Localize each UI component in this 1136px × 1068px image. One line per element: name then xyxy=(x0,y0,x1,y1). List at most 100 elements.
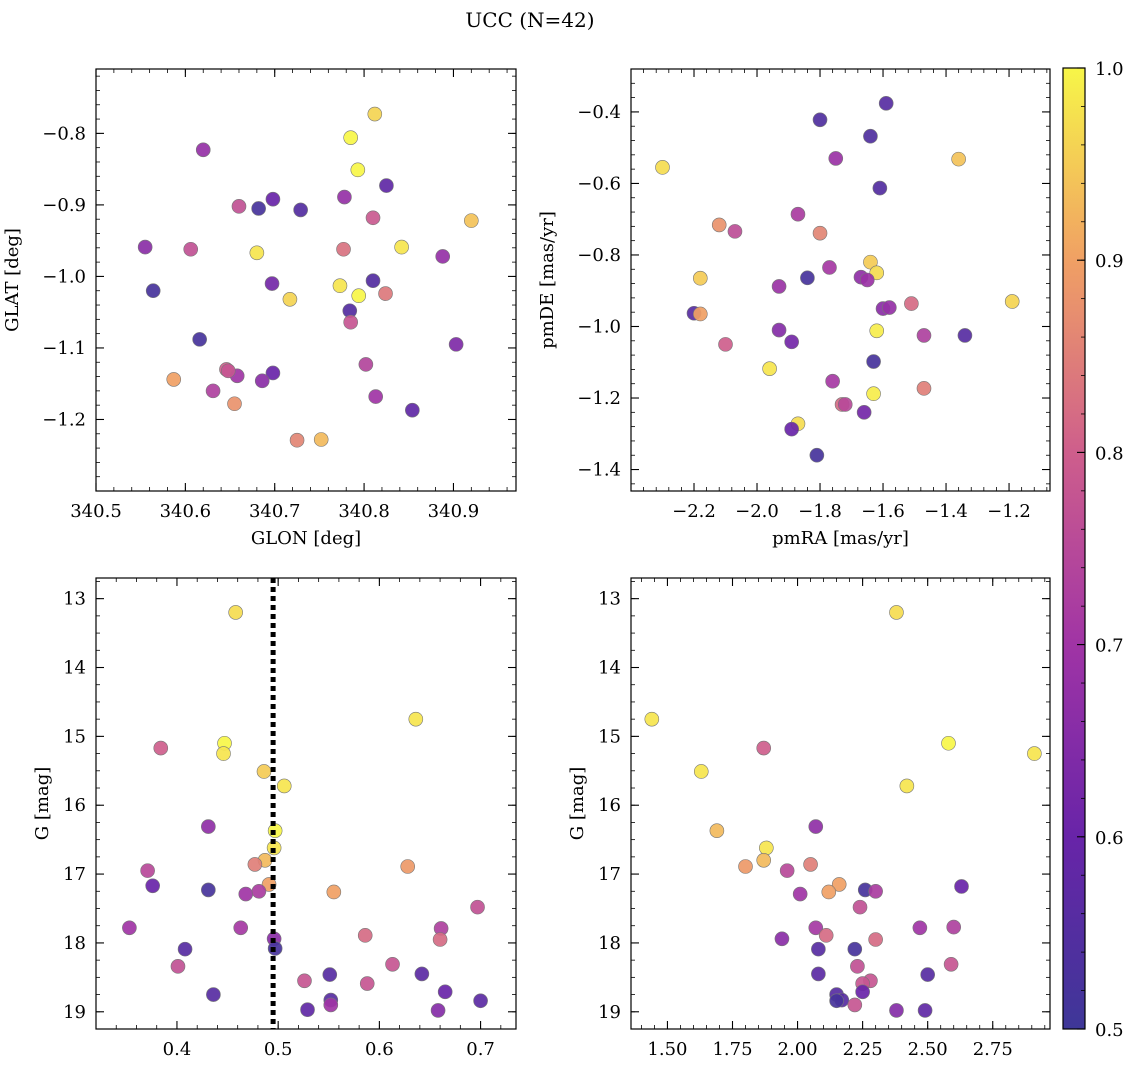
colorbar-tick-label: 0.8 xyxy=(1095,443,1124,464)
x-tick-label: 0.6 xyxy=(365,1039,394,1060)
scatter-point xyxy=(812,225,828,241)
colorbar-tick-label: 0.5 xyxy=(1095,1020,1124,1041)
scatter-point xyxy=(943,956,959,972)
scatter-point xyxy=(289,432,305,448)
scatter-point xyxy=(878,96,894,111)
scatter-point xyxy=(385,956,400,972)
scatter-point xyxy=(414,966,430,982)
x-tick-label: 0.5 xyxy=(264,1039,293,1060)
scatter-point xyxy=(855,984,870,1000)
points xyxy=(122,605,488,1018)
scatter-point xyxy=(847,997,863,1013)
y-axis-label: G [mag] xyxy=(567,767,588,840)
scatter-point xyxy=(247,857,263,872)
scatter-point xyxy=(448,337,464,352)
plot-frame xyxy=(95,577,517,1030)
y-tick-label: 15 xyxy=(598,726,621,747)
y-tick-label: 14 xyxy=(63,658,86,679)
scatter-point xyxy=(365,273,381,289)
scatter-point xyxy=(790,206,806,222)
scatter-point xyxy=(394,239,409,255)
scatter-point xyxy=(122,920,137,936)
scatter-point xyxy=(779,863,795,878)
colorbar-tick-label: 0.9 xyxy=(1095,251,1124,272)
scatter-point xyxy=(140,863,155,878)
y-tick-label: −1.2 xyxy=(577,388,621,409)
scatter-point xyxy=(951,151,966,167)
scatter-point xyxy=(784,421,799,437)
x-tick-label: 2.00 xyxy=(778,1039,818,1060)
scatter-point xyxy=(847,941,863,957)
scatter-point xyxy=(297,973,312,989)
scatter-point xyxy=(718,337,733,352)
scatter-point xyxy=(177,941,193,957)
scatter-point xyxy=(762,361,777,376)
scatter-point xyxy=(916,381,932,396)
scatter-point xyxy=(265,191,281,207)
figure-title: UCC (N=42) xyxy=(465,8,594,32)
scatter-point xyxy=(693,306,708,322)
scatter-point xyxy=(231,199,247,214)
scatter-point xyxy=(313,432,329,447)
scatter-point xyxy=(337,189,352,205)
colorbar-tick-label: 0.7 xyxy=(1095,636,1124,657)
plot-frame xyxy=(630,577,1051,1030)
y-tick-label: −1.2 xyxy=(42,409,86,430)
scatter-point xyxy=(365,210,381,226)
panel-plx_g: 0.4 0.5 0.6 0.7 13 14 15 16 17 18 19 Plx [mas] G [ma… xyxy=(32,577,517,1068)
scatter-point xyxy=(809,447,825,463)
scatter-point xyxy=(837,397,853,412)
x-axis-label: BP-RP [mag] xyxy=(783,1066,898,1068)
scatter-point xyxy=(831,877,847,892)
x-tick-label: 1.75 xyxy=(712,1039,752,1060)
scatter-point xyxy=(850,959,865,974)
scatter-point xyxy=(405,402,420,418)
scatter-point xyxy=(825,373,840,389)
scatter-point xyxy=(400,859,416,874)
y-tick-label: 16 xyxy=(598,795,621,816)
scatter-point xyxy=(818,928,834,943)
scatter-point xyxy=(863,128,878,144)
x-tick-label: 0.4 xyxy=(163,1039,192,1060)
scatter-point xyxy=(432,932,448,947)
scatter-point xyxy=(828,151,844,166)
scatter-point xyxy=(343,130,358,145)
scatter-point xyxy=(920,967,935,982)
scatter-point xyxy=(1027,746,1042,761)
y-tick-label: −0.8 xyxy=(577,245,621,266)
scatter-point xyxy=(771,279,787,294)
x-tick-label: 340.7 xyxy=(249,501,301,522)
y-tick-label: 18 xyxy=(598,933,621,954)
y-tick-label: −0.6 xyxy=(577,173,621,194)
scatter-point xyxy=(137,239,153,255)
scatter-point xyxy=(192,332,207,347)
scatter-point xyxy=(756,740,772,756)
scatter-point xyxy=(322,967,338,982)
scatter-point xyxy=(379,178,394,193)
panel-pmra_pmde: −2.2 −2.0 −1.8 −1.6 −1.4 −1.2 −0.4 −0.6 −0.8 −1.0… xyxy=(537,68,1051,549)
scatter-point xyxy=(946,919,962,935)
scatter-point xyxy=(470,899,485,915)
panels: 340.5 340.6 340.7 340.8 340.9 −0.8 −0.9 −1.0 −1.… xyxy=(2,68,1051,1068)
scatter-point xyxy=(276,778,292,794)
scatter-point xyxy=(693,764,709,779)
scatter-point xyxy=(238,886,254,902)
scatter-point xyxy=(852,899,868,915)
x-tick-label: 340.6 xyxy=(160,501,212,522)
scatter-point xyxy=(464,213,479,228)
scatter-point xyxy=(336,241,351,257)
points xyxy=(644,605,1042,1018)
scatter-point xyxy=(358,357,374,372)
y-tick-label: 17 xyxy=(63,864,86,885)
scatter-point xyxy=(808,920,824,936)
x-tick-label: 1.50 xyxy=(647,1039,687,1060)
scatter-point xyxy=(759,840,774,856)
scatter-point xyxy=(655,160,670,175)
scatter-point xyxy=(811,966,826,982)
colorbar: 0.5 0.6 0.7 0.8 0.9 1.0 xyxy=(1062,59,1124,1041)
points xyxy=(655,96,1020,463)
scatter-point xyxy=(205,383,221,399)
scatter-point xyxy=(784,334,799,350)
scatter-point xyxy=(644,711,660,727)
